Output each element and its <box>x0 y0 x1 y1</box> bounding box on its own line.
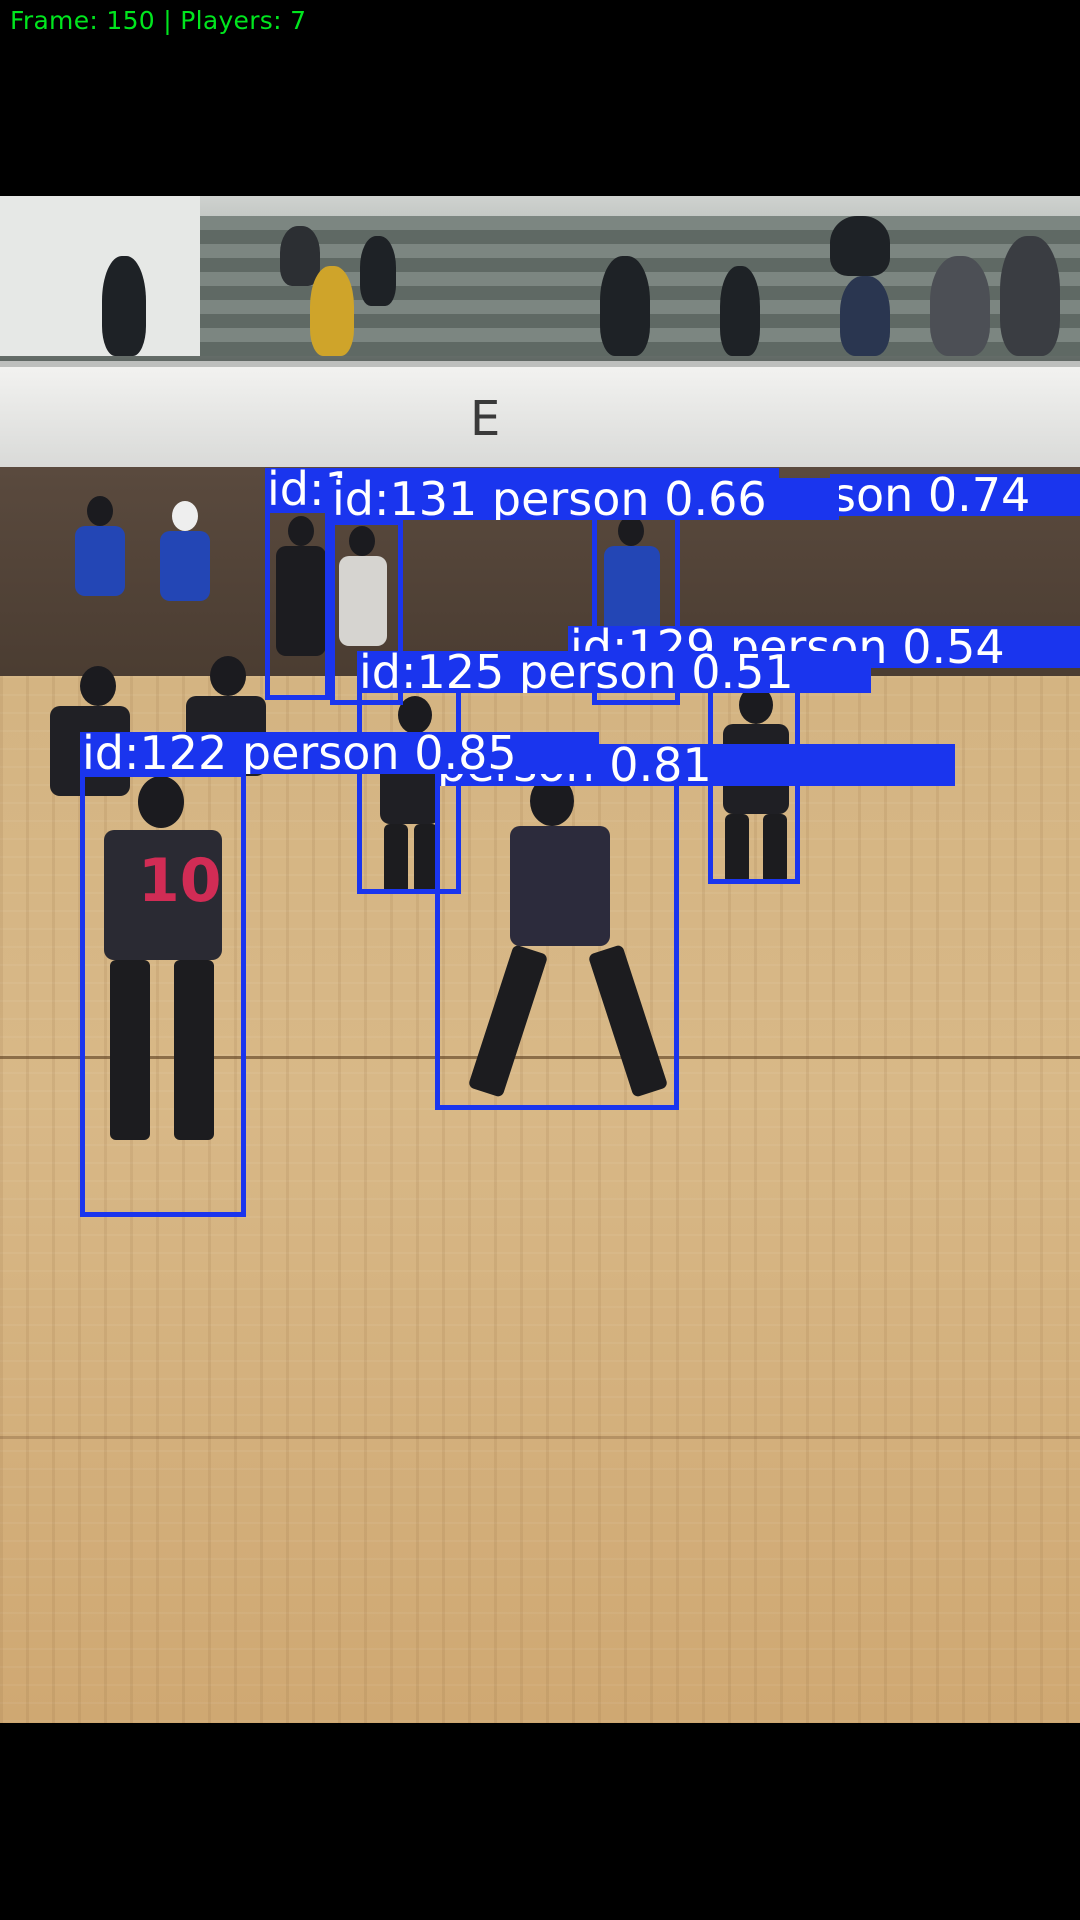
spectator-stands <box>0 196 1080 361</box>
detection-box <box>265 508 330 700</box>
video-frame: E 10 <box>0 196 1080 1723</box>
detection-box <box>80 772 246 1217</box>
detection-label: son 0.74 <box>830 474 1080 516</box>
detection-label: id:125 person 0.51 <box>357 651 871 693</box>
detection-label: id:131 person 0.66 <box>330 478 839 520</box>
banner-letter: E <box>470 391 501 447</box>
detection-box <box>330 520 403 705</box>
detection-label: id:122 person 0.85 <box>80 732 599 774</box>
detection-box <box>435 764 679 1110</box>
frame-player-counter: Frame: 150 | Players: 7 <box>10 6 307 35</box>
arena-banner: E <box>0 361 1080 467</box>
